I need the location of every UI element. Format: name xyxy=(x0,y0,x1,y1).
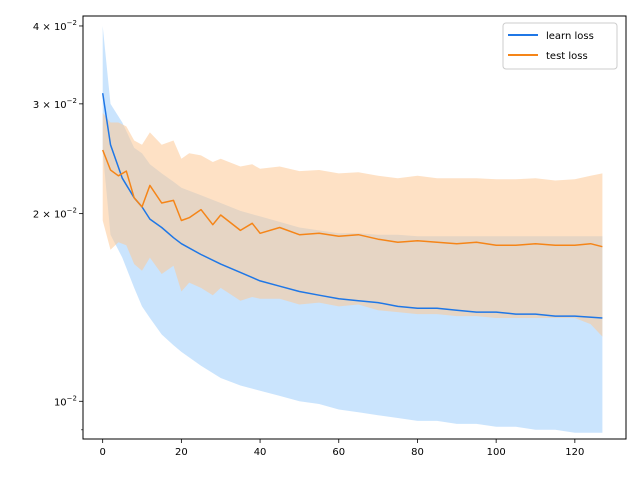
y-axis: 4 × 10−2 3 × 10−2 2 × 10−2 10−2 xyxy=(33,19,83,431)
x-tick-label: 0 xyxy=(99,447,105,458)
y-tick-label: 3 × 10−2 xyxy=(33,97,77,111)
x-axis: 0 20 40 60 80 100 120 xyxy=(99,439,584,458)
y-tick-label: 2 × 10−2 xyxy=(33,207,77,221)
x-tick-label: 20 xyxy=(175,447,188,458)
confidence-bands xyxy=(102,26,603,433)
x-tick-label: 40 xyxy=(254,447,267,458)
y-tick-label: 10−2 xyxy=(54,394,77,408)
legend-box xyxy=(502,22,618,70)
x-tick-label: 120 xyxy=(565,447,584,458)
y-tick-label: 4 × 10−2 xyxy=(33,19,77,33)
x-tick-label: 100 xyxy=(487,447,506,458)
x-tick-label: 80 xyxy=(411,447,424,458)
axes-frame xyxy=(82,15,627,440)
series-lines xyxy=(101,93,603,319)
x-tick-label: 60 xyxy=(332,447,345,458)
legend: learn loss test loss xyxy=(502,22,618,70)
test-loss-band xyxy=(102,113,603,337)
test-loss-line xyxy=(102,149,603,248)
learn-loss-line xyxy=(101,93,603,319)
test-loss-legend-label: test loss xyxy=(546,51,588,62)
learn-loss-legend-label: learn loss xyxy=(546,31,594,42)
learn-loss-band xyxy=(102,26,603,433)
